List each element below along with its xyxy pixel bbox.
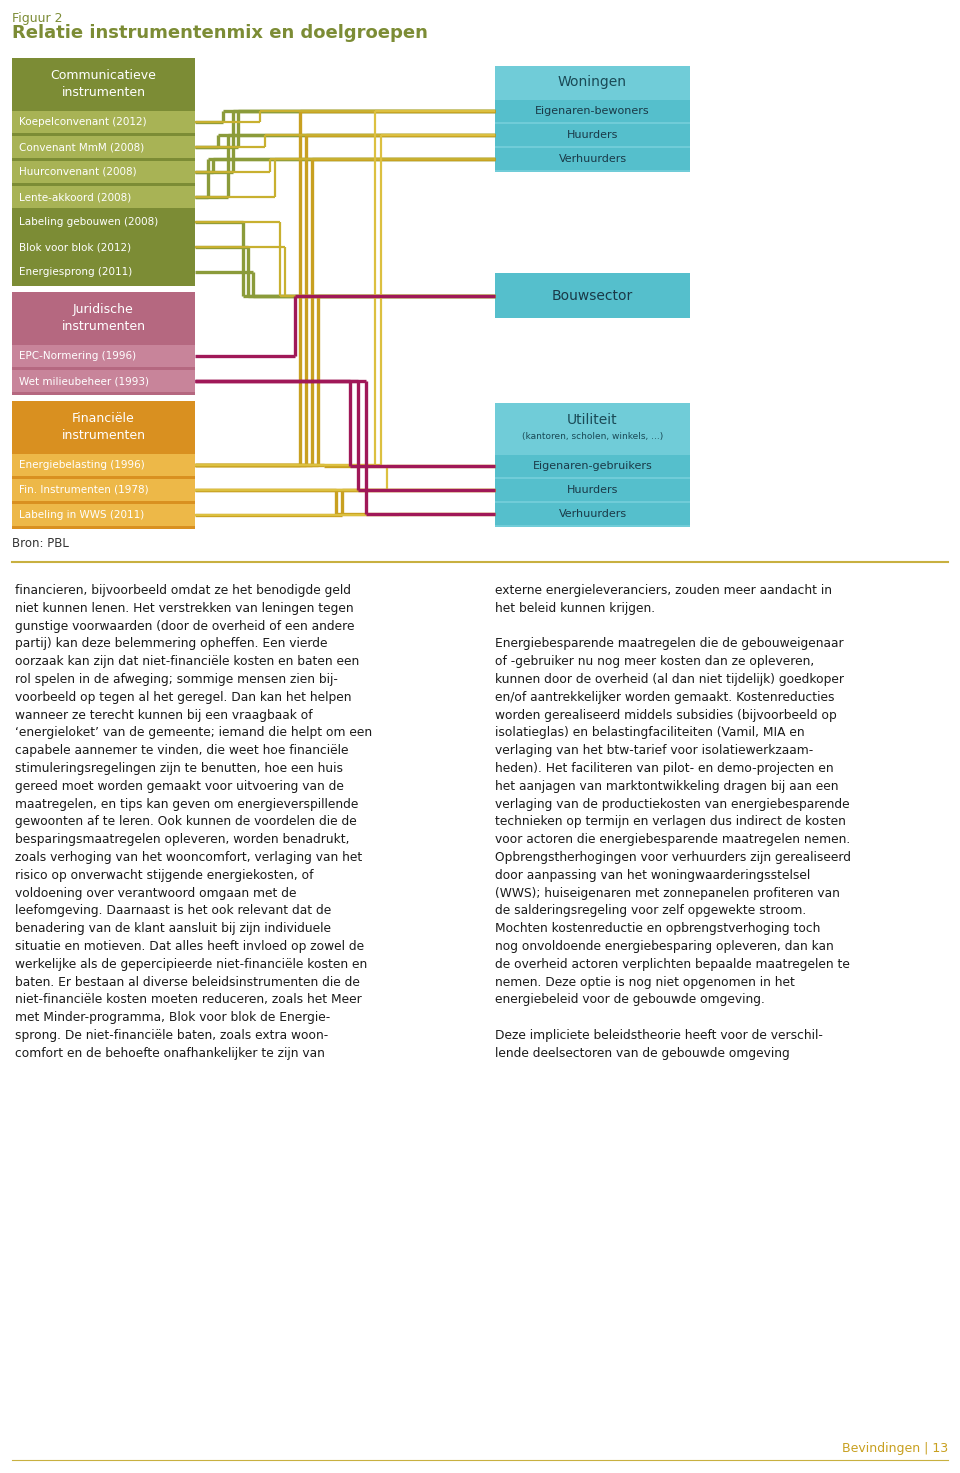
- Bar: [495, 124, 690, 146]
- Text: Verhuurders: Verhuurders: [559, 155, 627, 164]
- Text: Utiliteit: Utiliteit: [567, 412, 618, 427]
- Text: EPC-Normering (1996): EPC-Normering (1996): [19, 351, 136, 361]
- Text: Woningen: Woningen: [558, 75, 627, 88]
- Bar: [495, 273, 690, 318]
- Bar: [12, 236, 195, 258]
- Bar: [495, 455, 690, 477]
- Text: Juridische
instrumenten: Juridische instrumenten: [61, 303, 146, 333]
- Text: Convenant MmM (2008): Convenant MmM (2008): [19, 141, 144, 152]
- Bar: [12, 345, 195, 367]
- Text: Energiebelasting (1996): Energiebelasting (1996): [19, 460, 145, 470]
- Bar: [495, 502, 690, 524]
- Text: Bron: PBL: Bron: PBL: [12, 538, 69, 549]
- Text: financieren, bijvoorbeeld omdat ze het benodigde geld
niet kunnen lenen. Het ver: financieren, bijvoorbeeld omdat ze het b…: [15, 583, 372, 1059]
- Text: Blok voor blok (2012): Blok voor blok (2012): [19, 242, 132, 252]
- Bar: [495, 404, 690, 527]
- Text: Eigenaren-bewoners: Eigenaren-bewoners: [535, 106, 650, 116]
- Text: Labeling gebouwen (2008): Labeling gebouwen (2008): [19, 217, 158, 227]
- Text: Huurconvenant (2008): Huurconvenant (2008): [19, 166, 136, 177]
- Bar: [12, 454, 195, 476]
- Text: Communicatieve
instrumenten: Communicatieve instrumenten: [51, 69, 156, 99]
- Bar: [12, 57, 195, 286]
- Bar: [12, 504, 195, 526]
- Bar: [495, 66, 690, 172]
- Bar: [495, 479, 690, 501]
- Text: Eigenaren-gebruikers: Eigenaren-gebruikers: [533, 461, 653, 471]
- Bar: [12, 261, 195, 283]
- Bar: [495, 100, 690, 122]
- Bar: [12, 110, 195, 133]
- Text: Bouwsector: Bouwsector: [552, 289, 634, 302]
- Bar: [12, 370, 195, 392]
- Bar: [12, 479, 195, 501]
- Text: externe energieleveranciers, zouden meer aandacht in
het beleid kunnen krijgen.
: externe energieleveranciers, zouden meer…: [495, 583, 851, 1059]
- Bar: [12, 186, 195, 208]
- Bar: [12, 401, 195, 529]
- Text: Verhuurders: Verhuurders: [559, 510, 627, 518]
- Text: Energiesprong (2011): Energiesprong (2011): [19, 267, 132, 277]
- Text: Financiële
instrumenten: Financiële instrumenten: [61, 412, 146, 442]
- Text: Fin. Instrumenten (1978): Fin. Instrumenten (1978): [19, 485, 149, 495]
- Bar: [495, 147, 690, 169]
- Text: Lente-akkoord (2008): Lente-akkoord (2008): [19, 191, 132, 202]
- Bar: [12, 292, 195, 395]
- Text: Relatie instrumentenmix en doelgroepen: Relatie instrumentenmix en doelgroepen: [12, 24, 428, 43]
- Text: Figuur 2: Figuur 2: [12, 12, 62, 25]
- Text: Koepelconvenant (2012): Koepelconvenant (2012): [19, 116, 147, 127]
- Bar: [12, 161, 195, 183]
- Bar: [12, 136, 195, 158]
- Text: Wet milieubeheer (1993): Wet milieubeheer (1993): [19, 376, 149, 386]
- Text: Labeling in WWS (2011): Labeling in WWS (2011): [19, 510, 144, 520]
- Text: Huurders: Huurders: [566, 485, 618, 495]
- Text: Huurders: Huurders: [566, 130, 618, 140]
- Text: (kantoren, scholen, winkels, ...): (kantoren, scholen, winkels, ...): [522, 432, 663, 440]
- Bar: [12, 211, 195, 233]
- Text: Bevindingen | 13: Bevindingen | 13: [842, 1442, 948, 1455]
